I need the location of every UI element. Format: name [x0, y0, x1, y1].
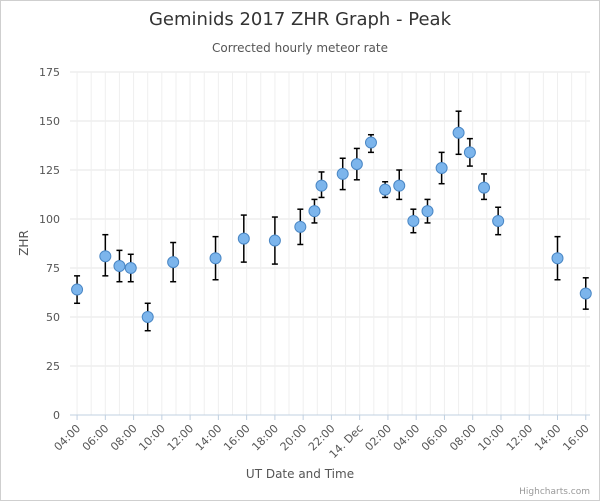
- y-tick-label: 100: [39, 213, 60, 226]
- x-tick-label: 04:00: [52, 422, 84, 454]
- x-tick-label: 18:00: [249, 422, 281, 454]
- x-tick-label: 10:00: [475, 422, 507, 454]
- x-tick-label: 04:00: [391, 422, 423, 454]
- data-point[interactable]: [315, 179, 328, 192]
- grid: [70, 71, 590, 416]
- y-tick-label: 175: [39, 66, 60, 79]
- data-point[interactable]: [294, 220, 307, 233]
- y-axis-title: ZHR: [17, 230, 31, 256]
- x-tick-label: 08:00: [108, 422, 140, 454]
- y-tick-label: 75: [46, 262, 60, 275]
- x-tick-label: 06:00: [419, 422, 451, 454]
- data-point[interactable]: [167, 256, 180, 269]
- chart-subtitle: Corrected hourly meteor rate: [212, 41, 388, 55]
- x-tick-label: 14:00: [532, 422, 564, 454]
- data-point[interactable]: [379, 183, 392, 196]
- y-tick-label: 0: [53, 409, 60, 422]
- credit-link[interactable]: Highcharts.com: [519, 487, 590, 497]
- x-tick-label: 10:00: [136, 422, 168, 454]
- data-point[interactable]: [113, 260, 126, 273]
- data-point[interactable]: [99, 250, 112, 263]
- data-point[interactable]: [463, 146, 476, 159]
- data-point[interactable]: [478, 181, 491, 194]
- data-point[interactable]: [308, 205, 321, 218]
- data-point[interactable]: [237, 232, 250, 245]
- data-point[interactable]: [407, 214, 420, 227]
- x-tick-label: 14:00: [193, 422, 225, 454]
- x-tick-label: 16:00: [560, 422, 592, 454]
- data-point[interactable]: [268, 234, 281, 247]
- data-point[interactable]: [336, 167, 349, 180]
- data-point[interactable]: [579, 287, 592, 300]
- y-tick-label: 50: [46, 311, 60, 324]
- data-point[interactable]: [364, 136, 377, 149]
- data-point[interactable]: [393, 179, 406, 192]
- data-point[interactable]: [492, 214, 505, 227]
- x-tick-label: 12:00: [165, 422, 197, 454]
- x-tick-label: 12:00: [504, 422, 536, 454]
- data-series: [71, 110, 592, 332]
- data-point[interactable]: [350, 158, 363, 171]
- data-point[interactable]: [124, 262, 137, 274]
- x-tick-label: 02:00: [362, 422, 394, 454]
- x-axis-title: UT Date and Time: [246, 467, 354, 481]
- x-tick-label: 20:00: [278, 422, 310, 454]
- x-tick-label: 08:00: [447, 422, 479, 454]
- data-point[interactable]: [421, 205, 434, 218]
- data-point[interactable]: [452, 126, 465, 139]
- y-tick-label: 150: [39, 115, 60, 128]
- data-point[interactable]: [141, 311, 154, 323]
- data-point[interactable]: [209, 252, 222, 265]
- x-tick-label: 06:00: [80, 422, 112, 454]
- y-tick-label: 25: [46, 360, 60, 373]
- data-point[interactable]: [551, 252, 564, 265]
- data-point[interactable]: [71, 283, 84, 296]
- data-point[interactable]: [435, 162, 448, 175]
- chart-title: Geminids 2017 ZHR Graph - Peak: [149, 9, 452, 30]
- y-tick-label: 125: [39, 164, 60, 177]
- x-tick-label: 16:00: [221, 422, 253, 454]
